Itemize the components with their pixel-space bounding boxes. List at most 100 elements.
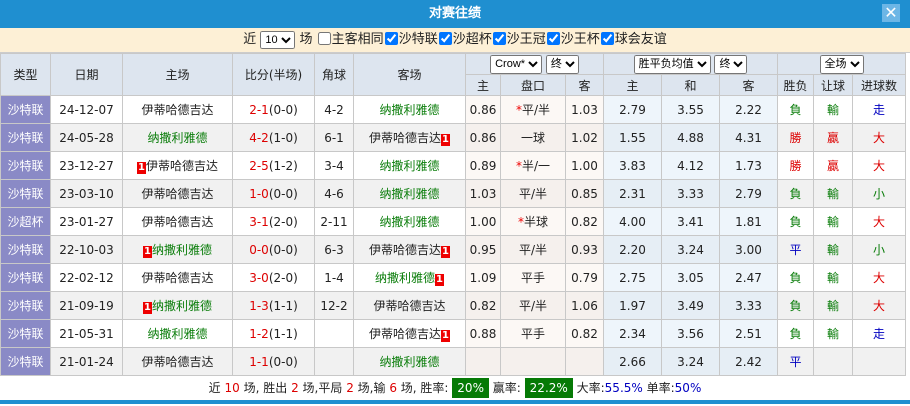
big-rate: 55.5% [604, 381, 643, 395]
away-team-name: 纳撒利雅德 [379, 215, 440, 229]
match-type[interactable]: 沙特联 [0, 235, 51, 264]
home-team[interactable]: 1伊蒂哈德吉达 [122, 151, 233, 180]
home-team[interactable]: 1纳撒利雅德 [122, 291, 233, 320]
match-date: 21-01-24 [50, 347, 123, 376]
unit-label: 场 [299, 32, 313, 47]
handicap-line: *半球 [500, 207, 566, 236]
away-team-name: 纳撒利雅德 [379, 355, 440, 369]
score[interactable]: 2-1(0-0) [232, 95, 315, 124]
home-team[interactable]: 伊蒂哈德吉达 [122, 179, 233, 208]
match-type[interactable]: 沙特联 [0, 95, 51, 124]
away-team[interactable]: 伊蒂哈德吉达1 [353, 235, 466, 264]
star-icon: * [515, 159, 522, 173]
euro-home: 4.00 [603, 207, 663, 236]
handicap-result: 贏 [813, 151, 854, 180]
away-team[interactable]: 伊蒂哈德吉达1 [353, 123, 466, 152]
close-icon[interactable]: ✕ [882, 4, 900, 22]
result: 負 [777, 291, 815, 320]
home-team[interactable]: 伊蒂哈德吉达 [122, 95, 233, 124]
red-card-badge: 1 [435, 274, 444, 286]
home-team[interactable]: 伊蒂哈德吉达 [122, 207, 233, 236]
table-row: 沙超杯 23-01-27 伊蒂哈德吉达 3-1(2-0) 2-11 纳撒利雅德 … [0, 207, 907, 236]
score[interactable]: 2-5(1-2) [232, 151, 315, 180]
home-team[interactable]: 伊蒂哈德吉达 [122, 347, 233, 376]
home-team-name: 伊蒂哈德吉达 [141, 187, 214, 201]
col-score: 比分(半场) [232, 53, 315, 96]
match-date: 24-12-07 [50, 95, 123, 124]
away-team[interactable]: 纳撒利雅德1 [353, 263, 466, 292]
euro-away: 3.00 [719, 235, 779, 264]
euro-draw: 3.33 [661, 179, 721, 208]
score[interactable]: 4-2(1-0) [232, 123, 315, 152]
league-label: 沙超杯 [452, 32, 492, 47]
league-checkbox[interactable] [384, 32, 398, 45]
score[interactable]: 1-2(1-1) [232, 319, 315, 348]
same-home-away-checkbox[interactable] [317, 32, 331, 45]
match-type[interactable]: 沙特联 [0, 123, 51, 152]
score[interactable]: 1-1(0-0) [232, 347, 315, 376]
euro-odds-select[interactable]: 胜平负均值 [633, 54, 711, 74]
home-team[interactable]: 1纳撒利雅德 [122, 235, 233, 264]
away-team[interactable]: 纳撒利雅德 [353, 95, 466, 124]
score[interactable]: 1-3(1-1) [232, 291, 315, 320]
away-team[interactable]: 伊蒂哈德吉达1 [353, 319, 466, 348]
handicap-home [465, 347, 501, 376]
away-team[interactable]: 纳撒利雅德 [353, 347, 466, 376]
red-card-badge: 1 [143, 246, 152, 258]
corners: 12-2 [314, 291, 354, 320]
home-team[interactable]: 伊蒂哈德吉达 [122, 263, 233, 292]
match-type[interactable]: 沙特联 [0, 263, 51, 292]
win-rate-badge: 20% [452, 378, 489, 398]
match-date: 23-12-27 [50, 151, 123, 180]
corners: 3-4 [314, 151, 354, 180]
match-type[interactable]: 沙特联 [0, 179, 51, 208]
home-team[interactable]: 纳撒利雅德 [122, 123, 233, 152]
stage-select-1[interactable]: 终 [545, 54, 579, 74]
handicap-line: *半/一 [500, 151, 566, 180]
table-row: 沙特联 22-10-03 1纳撒利雅德 0-0(0-0) 6-3 伊蒂哈德吉达1… [0, 235, 907, 264]
scope-select[interactable]: 全场 [819, 54, 864, 74]
half-score: (1-1) [268, 326, 298, 341]
match-count-select[interactable]: 10 [260, 31, 296, 49]
euro-home: 2.20 [603, 235, 663, 264]
handicap-result: 輸 [813, 319, 854, 348]
company-select[interactable]: Crow* [490, 54, 543, 74]
home-team[interactable]: 纳撒利雅德 [122, 319, 233, 348]
league-checkbox[interactable] [546, 32, 560, 45]
match-date: 22-02-12 [50, 263, 123, 292]
same-home-away-label: 主客相同 [331, 32, 384, 47]
summary-text: 单率: [646, 381, 675, 395]
score[interactable]: 3-0(2-0) [232, 263, 315, 292]
away-team[interactable]: 纳撒利雅德 [353, 207, 466, 236]
stage-select-2[interactable]: 终 [714, 54, 748, 74]
euro-away: 2.51 [719, 319, 779, 348]
h2h-table: 类型 日期 主场 比分(半场) 角球 客场 Crow* 终 胜平负均值 终 全场… [0, 53, 907, 376]
score[interactable]: 3-1(2-0) [232, 207, 315, 236]
star-icon: * [517, 215, 524, 229]
euro-draw: 3.56 [661, 319, 721, 348]
corners [314, 319, 354, 348]
match-type[interactable]: 沙特联 [0, 347, 51, 376]
match-type[interactable]: 沙特联 [0, 291, 51, 320]
match-type[interactable]: 沙特联 [0, 151, 51, 180]
full-score: 3-0 [249, 270, 269, 285]
league-checkbox[interactable] [492, 32, 506, 45]
match-type[interactable]: 沙超杯 [0, 207, 51, 236]
handicap-line-text: 一球 [520, 131, 545, 145]
table-row: 沙特联 23-03-10 伊蒂哈德吉达 1-0(0-0) 4-6 纳撒利雅德 1… [0, 179, 907, 208]
away-team[interactable]: 伊蒂哈德吉达 [353, 291, 466, 320]
handicap-line-text: 半球 [523, 215, 548, 229]
summary-count: 10 [224, 381, 240, 395]
score[interactable]: 0-0(0-0) [232, 235, 315, 264]
away-team[interactable]: 纳撒利雅德 [353, 151, 466, 180]
league-checkbox[interactable] [438, 32, 452, 45]
league-checkbox[interactable] [600, 32, 614, 45]
goals-result: 大 [852, 207, 907, 236]
euro-away: 2.42 [719, 347, 779, 376]
match-type[interactable]: 沙特联 [0, 319, 51, 348]
summary-text: 赢率: [492, 381, 521, 395]
handicap-away: 0.79 [564, 263, 605, 292]
score[interactable]: 1-0(0-0) [232, 179, 315, 208]
away-team[interactable]: 纳撒利雅德 [353, 179, 466, 208]
summary-wins: 2 [291, 381, 299, 395]
